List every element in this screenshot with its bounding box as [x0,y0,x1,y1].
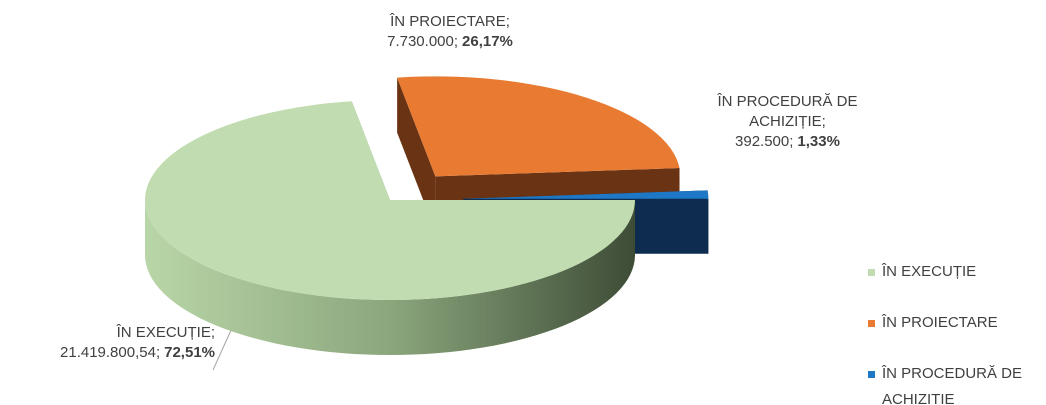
data-label: ÎN PROCEDURĂ DE ACHIZIȚIE; 392.500; 1,33% [700,92,875,152]
data-label-percent: 72,51% [164,344,215,361]
slice-wall [145,200,635,355]
data-label-value: 7.730.000 [387,33,454,50]
legend-marker [868,269,875,276]
leader-line [212,327,233,371]
data-label-separator: ; [821,113,826,130]
data-label-name: ÎN PROCEDURĂ DE ACHIZIȚIE [717,93,858,130]
data-label-separator: ; [210,324,215,341]
data-label-separator: ; [505,13,510,30]
legend-label: ÎN PROCEDURĂ DE ACHIZITIE [882,365,1023,405]
data-label-value: 392.500 [735,133,790,150]
legend-label: ÎN PROIECTARE [882,314,998,331]
data-label: ÎN PROIECTARE; 7.730.000; 26,17% [345,12,555,52]
data-label-separator: ; [789,133,794,150]
data-label-separator: ; [155,344,161,361]
legend-marker [868,320,875,327]
slice [397,76,680,177]
data-label-percent: 1,33% [797,133,840,150]
data-label-separator: ; [453,33,459,50]
data-label-name: ÎN EXECUȚIE [116,324,211,341]
data-label-name: ÎN PROIECTARE [390,13,506,30]
slice [145,101,636,300]
legend-marker [868,371,875,378]
slice-side [397,77,436,232]
legend-label: ÎN EXECUȚIE [882,263,977,280]
data-label-percent: 26,17% [462,33,513,50]
slice [463,190,709,199]
data-label: ÎN EXECUȚIE; 21.419.800,54; 72,51% [0,323,215,363]
data-label-value: 21.419.800,54 [60,344,156,361]
